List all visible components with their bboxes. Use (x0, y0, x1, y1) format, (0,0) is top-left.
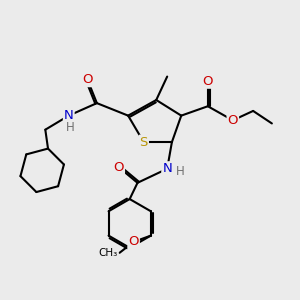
Text: N: N (64, 109, 74, 122)
Text: O: O (82, 73, 93, 86)
Text: O: O (128, 236, 139, 248)
Text: CH₃: CH₃ (99, 248, 118, 258)
Text: O: O (202, 75, 213, 88)
Text: H: H (176, 165, 185, 178)
Text: O: O (113, 161, 124, 174)
Text: O: O (228, 114, 238, 127)
Text: N: N (162, 162, 172, 175)
Text: S: S (140, 136, 148, 149)
Text: H: H (66, 121, 75, 134)
